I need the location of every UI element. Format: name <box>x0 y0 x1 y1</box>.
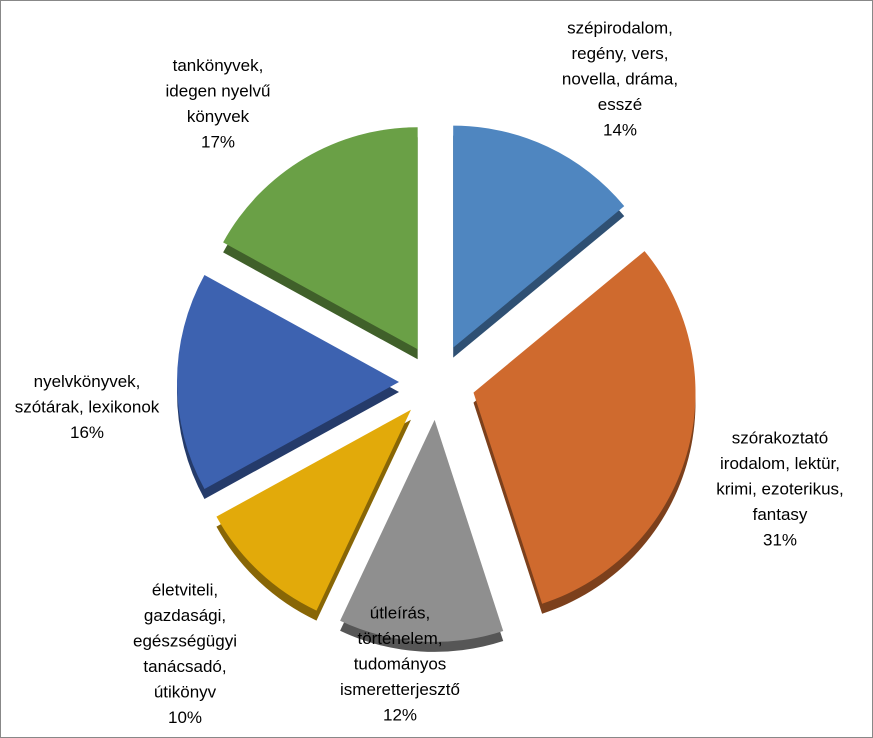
slice-label: tudományos <box>354 654 447 673</box>
slice-label: útleírás, <box>370 603 430 622</box>
value-label: 10% <box>168 708 202 727</box>
slice-label: egészségügyi <box>133 632 237 651</box>
slice-label: irodalom, lektür, <box>720 454 840 473</box>
slice-label: életviteli, <box>152 581 218 600</box>
value-label: 31% <box>763 530 797 549</box>
slice <box>216 409 411 611</box>
slice-label: szépirodalom, <box>567 18 673 37</box>
value-label: 17% <box>201 133 235 152</box>
slice <box>223 127 418 350</box>
value-label: 16% <box>70 423 104 442</box>
slice-label: krimi, ezoterikus, <box>716 479 844 498</box>
slice-label: szórakoztató <box>732 428 828 447</box>
slice <box>340 419 504 642</box>
value-label: 14% <box>603 120 637 139</box>
slice <box>473 251 696 604</box>
slice-label: fantasy <box>753 505 808 524</box>
slice-label: novella, dráma, <box>562 69 678 88</box>
slice-label: tanácsadó, <box>143 657 226 676</box>
slice-label: tankönyvek, <box>173 56 264 75</box>
value-label: 12% <box>383 705 417 724</box>
slice-label: útikönyv <box>154 683 217 702</box>
slice-label: gazdasági, <box>144 606 226 625</box>
slice <box>177 275 399 489</box>
slice-label: regény, vers, <box>571 44 668 63</box>
slice-label: történelem, <box>357 629 442 648</box>
slice <box>453 125 625 348</box>
slice-label: könyvek <box>187 107 250 126</box>
slice-label: idegen nyelvű <box>166 82 271 101</box>
slice-label: esszé <box>598 95 642 114</box>
slice-label: szótárak, lexikonok <box>15 397 160 416</box>
slice-label: nyelvkönyvek, <box>34 372 141 391</box>
slice-label: ismeretterjesztő <box>340 680 460 699</box>
